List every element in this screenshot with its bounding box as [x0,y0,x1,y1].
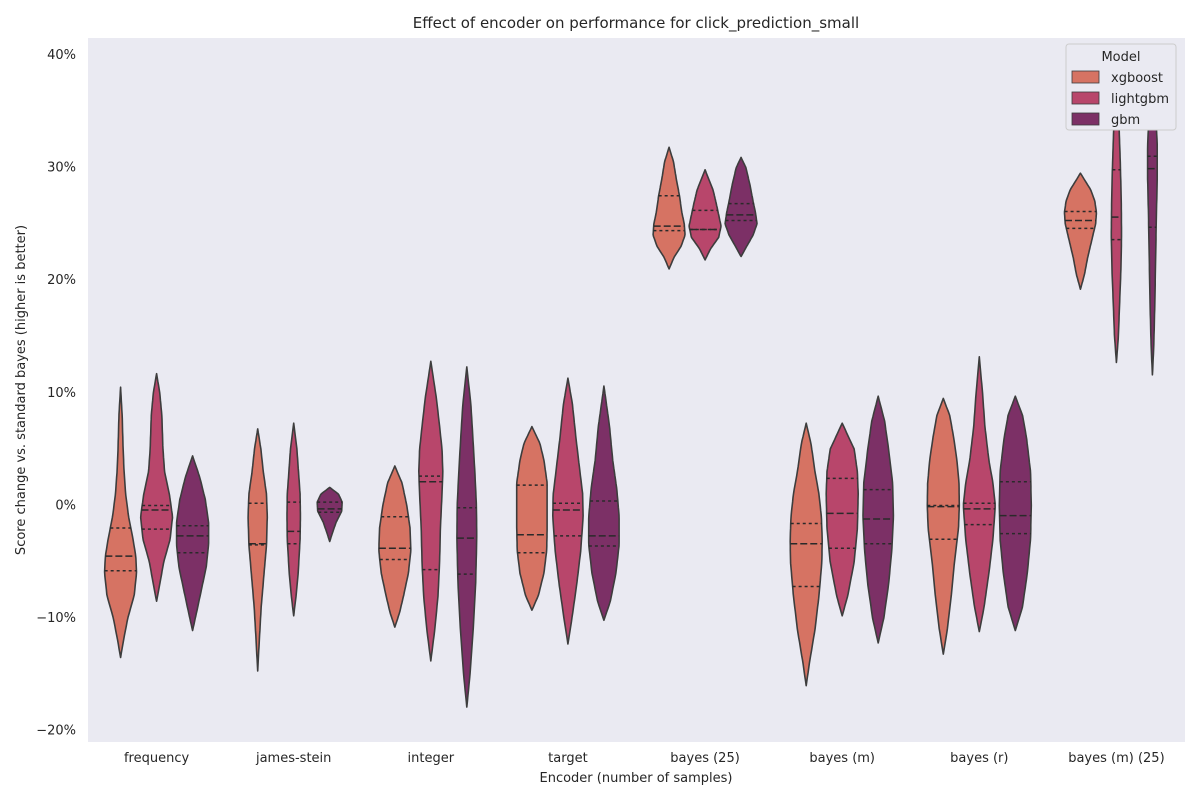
violin-gbm-0 [175,455,210,632]
violin-gbm-4 [724,156,758,258]
x-axis-label: Encoder (number of samples) [540,771,733,786]
x-tick-label: bayes (r) [950,751,1008,766]
plot-area [88,38,1185,742]
violin-xgboost-3 [515,425,548,611]
y-tick-label: 10% [47,386,76,401]
violin-xgboost-4 [652,146,686,270]
x-tick-label: james-stein [255,751,331,766]
x-tick-label: target [548,751,588,766]
y-tick-label: −10% [36,611,76,626]
x-tick-label: bayes (m) [809,751,875,766]
violins-layer [103,73,1158,708]
legend: Model xgboost lightgbm gbm [1065,43,1177,131]
legend-swatch-lightgbm [1071,91,1100,105]
violin-lightgbm-5 [825,422,859,617]
x-axis-ticks: frequency james-stein integer target bayes (… [124,751,1165,766]
violin-xgboost-7 [1063,172,1098,290]
violin-gbm-3 [587,385,620,622]
y-axis-ticks: −20% −10% 0% 10% 20% 30% 40% [36,48,76,739]
violin-lightgbm-6 [962,356,996,633]
legend-title: Model [1101,50,1140,65]
y-tick-label: 20% [47,273,76,288]
violin-xgboost-5 [789,422,823,687]
violin-gbm-2 [456,366,478,708]
violin-xgboost-1 [247,428,269,672]
legend-label-xgboost: xgboost [1111,71,1163,86]
violin-xgboost-2 [378,465,412,628]
y-tick-label: 40% [47,48,76,63]
violin-gbm-1 [316,486,343,543]
legend-label-lightgbm: lightgbm [1111,92,1169,107]
violin-lightgbm-1 [286,422,302,617]
x-tick-label: bayes (m) (25) [1068,751,1164,766]
violin-xgboost-6 [926,397,961,655]
legend-swatch-xgboost [1071,70,1100,84]
legend-swatch-gbm [1071,112,1100,126]
x-tick-label: integer [408,751,455,766]
legend-box [1065,43,1177,131]
legend-label-gbm: gbm [1111,113,1140,128]
y-axis-label: Score change vs. standard bayes (higher … [14,225,29,555]
x-tick-label: bayes (25) [670,751,740,766]
y-tick-label: 30% [47,161,76,176]
violin-lightgbm-3 [552,377,584,645]
violin-lightgbm-2 [418,360,444,662]
x-tick-label: frequency [124,751,190,766]
violin-gbm-6 [998,395,1033,632]
chart-title: Effect of encoder on performance for cli… [413,14,859,33]
violin-lightgbm-0 [139,372,174,602]
y-tick-label: −20% [36,724,76,739]
violin-xgboost-0 [103,386,138,659]
y-tick-label: 0% [55,498,76,513]
